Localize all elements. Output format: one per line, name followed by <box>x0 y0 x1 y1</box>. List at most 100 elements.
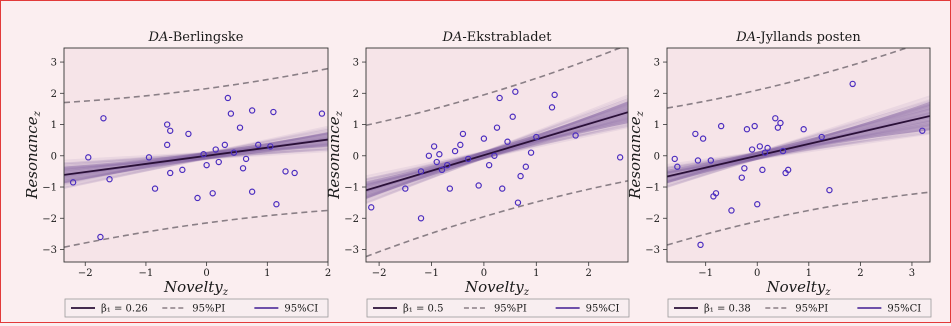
y-tick-label: −3 <box>42 245 57 256</box>
posterior-sample-line <box>64 132 328 179</box>
posterior-sample-line <box>64 140 328 181</box>
panel-title-name: -Berlingske <box>168 30 243 45</box>
data-point <box>759 166 766 174</box>
y-tick-label: −3 <box>645 245 660 256</box>
posterior-sample-line <box>667 131 930 169</box>
data-point <box>551 91 558 99</box>
plot-content <box>64 67 328 248</box>
posterior-sample-line <box>366 106 628 202</box>
data-point <box>145 154 153 161</box>
data-point <box>777 119 784 127</box>
data-point <box>221 141 229 149</box>
posterior-sample-line <box>366 124 628 182</box>
legend: β₁ = 0.38 95%PI 95%CI <box>667 298 932 318</box>
x-axis-label: Noveltyz <box>464 278 530 298</box>
posterior-sample-line <box>64 133 328 176</box>
data-point <box>748 146 756 153</box>
data-point <box>417 215 425 222</box>
y-tick-label: −1 <box>645 183 660 194</box>
data-point <box>438 166 446 174</box>
y-tick-label: 2 <box>654 89 660 100</box>
data-point <box>451 147 459 155</box>
data-point <box>242 155 250 163</box>
x-tick-label: 2 <box>325 268 331 279</box>
posterior-sample-line <box>667 103 930 186</box>
y-tick-label: 1 <box>51 120 57 131</box>
x-tick-label: −1 <box>424 268 439 279</box>
posterior-sample-line <box>64 146 328 173</box>
data-point <box>533 133 540 141</box>
data-point <box>457 141 464 149</box>
y-tick-label: 2 <box>51 89 57 100</box>
panel-title-name: -Jyllands posten <box>756 30 861 45</box>
pi-upper-line <box>667 48 909 109</box>
x-tick-label: 0 <box>203 268 209 279</box>
posterior-sample-line <box>366 107 628 189</box>
y-tick-label: −1 <box>42 183 57 194</box>
y-tick-label: −2 <box>42 214 57 225</box>
x-tick-label: 0 <box>481 268 487 279</box>
posterior-sample-line <box>64 135 328 183</box>
x-tick-label: −2 <box>372 268 387 279</box>
legend: β₁ = 0.5 95%PI 95%CI <box>366 298 630 318</box>
legend-label: 95%PI <box>795 304 828 315</box>
data-point <box>674 163 681 170</box>
posterior-sample-line <box>667 102 930 189</box>
data-point <box>151 185 159 192</box>
ci-band <box>366 101 628 199</box>
posterior-sample-line <box>667 112 930 183</box>
data-point <box>818 133 825 141</box>
panel-title-prefix: DA <box>442 30 463 45</box>
posterior-sample-line <box>366 108 628 199</box>
data-point <box>446 185 454 192</box>
posterior-fan <box>64 125 328 189</box>
posterior-sample-line <box>64 128 328 182</box>
data-point <box>826 186 833 194</box>
posterior-sample-line <box>667 129 930 174</box>
data-point <box>464 155 472 163</box>
posterior-sample-line <box>366 117 628 182</box>
data-point <box>436 151 443 158</box>
posterior-sample-line <box>64 132 328 186</box>
posterior-sample-line <box>667 122 930 175</box>
posterior-sample-line <box>64 127 328 184</box>
data-point <box>69 179 77 186</box>
posterior-sample-line <box>667 124 930 178</box>
pi-lower-line <box>667 191 930 246</box>
x-tick-label: −1 <box>139 268 154 279</box>
posterior-sample-line <box>366 114 628 183</box>
data-point <box>224 94 232 102</box>
data-point <box>163 141 171 149</box>
legend-box <box>667 298 932 318</box>
data-point <box>522 163 530 170</box>
x-axis-label-main: Novelty <box>163 278 223 296</box>
data-point <box>738 174 745 181</box>
posterior-sample-line <box>64 142 328 166</box>
posterior-sample-line <box>64 145 328 162</box>
data-point <box>499 185 506 192</box>
panel-title-name: -Ekstrabladet <box>462 30 552 45</box>
legend-label: 95%CI <box>586 304 620 315</box>
data-point <box>728 207 735 214</box>
data-point <box>209 190 216 197</box>
posterior-sample-line <box>64 140 328 171</box>
data-point <box>754 201 761 208</box>
posterior-sample-line <box>64 145 328 165</box>
data-point <box>282 168 289 175</box>
x-axis-label-main: Novelty <box>464 278 524 296</box>
posterior-sample-line <box>64 125 328 186</box>
x-axis-label-sub: z <box>523 287 530 298</box>
panel-title-prefix: DA <box>735 30 756 45</box>
posterior-sample-line <box>366 116 628 192</box>
data-point <box>764 144 771 152</box>
legend-label: 95%PI <box>192 304 225 315</box>
data-point <box>433 158 440 166</box>
posterior-sample-line <box>366 121 628 178</box>
panel-title: DA-Berlingske <box>148 30 244 45</box>
data-point <box>712 190 720 197</box>
plot-area <box>64 48 328 262</box>
data-point <box>717 122 725 130</box>
posterior-sample-line <box>366 118 628 187</box>
y-axis-label-main: Resonance <box>325 116 343 200</box>
data-point <box>255 141 262 149</box>
